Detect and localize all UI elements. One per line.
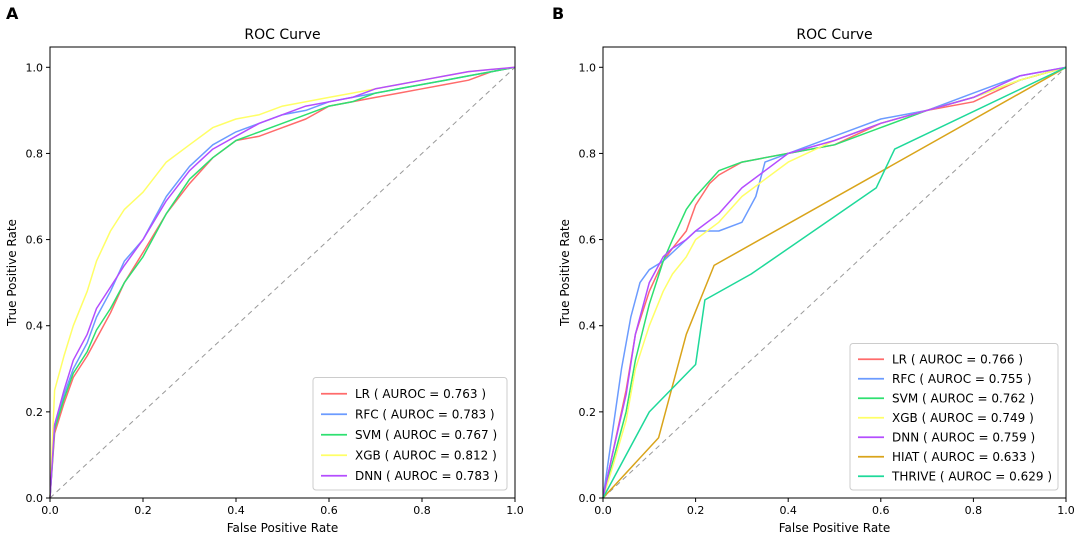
chance-diagonal-line xyxy=(602,66,1067,499)
x-axis-label: False Positive Rate xyxy=(227,521,339,535)
y-tick-label: 0.8 xyxy=(26,147,44,160)
legend-label-hiat: HIAT ( AUROC = 0.633 ) xyxy=(892,450,1035,464)
chart-title: ROC Curve xyxy=(244,27,320,43)
roc-panel-b: ROC Curve 0.0 0.2 0.4 0.6 0.8 1.0 0.0 0.2 0.4 0.6 0… xyxy=(558,27,1075,535)
roc-panel-a: ROC Curve 0.0 0.2 0.4 0.6 0.8 1.0 0.0 0.2 0.4 0.6 0… xyxy=(5,27,524,535)
y-tick-label: 0.4 xyxy=(26,320,44,333)
y-tick-label: 0.4 xyxy=(579,320,597,333)
y-tick-label: 0.0 xyxy=(579,492,597,505)
plot-frame xyxy=(602,46,1067,499)
x-tick-label: 1.0 xyxy=(1057,504,1075,517)
legend-label-lr: LR ( AUROC = 0.766 ) xyxy=(892,352,1023,366)
x-tick-label: 0.6 xyxy=(320,504,338,517)
series-line-rfc xyxy=(602,66,1067,499)
series-line-svm xyxy=(49,66,516,499)
y-tick-label: 0.8 xyxy=(579,147,597,160)
y-tick-label: 1.0 xyxy=(26,61,44,74)
legend-label-svm: SVM ( AUROC = 0.762 ) xyxy=(892,391,1034,405)
y-tick-label: 1.0 xyxy=(579,61,597,74)
y-tick-label: 0.2 xyxy=(26,406,44,419)
panel-a-letter: A xyxy=(6,4,19,23)
series-line-dnn xyxy=(49,66,516,499)
legend-label-xgb: XGB ( AUROC = 0.749 ) xyxy=(892,411,1034,425)
y-axis-label: True Positive Rate xyxy=(558,219,572,327)
x-tick-label: 0.2 xyxy=(687,504,705,517)
legend-label-dnn: DNN ( AUROC = 0.759 ) xyxy=(892,430,1035,444)
x-tick-label: 0.8 xyxy=(413,504,431,517)
legend-box xyxy=(849,343,1059,491)
x-tick-label: 0.4 xyxy=(779,504,797,517)
series-line-thrive xyxy=(602,66,1067,499)
x-tick-label: 0.8 xyxy=(965,504,983,517)
y-tick-label: 0.6 xyxy=(579,234,597,247)
plot-frame xyxy=(49,46,516,499)
x-tick-label: 0.6 xyxy=(872,504,890,517)
series-line-dnn xyxy=(602,66,1067,499)
chance-diagonal-line xyxy=(49,66,516,499)
y-tick-label: 0.6 xyxy=(26,234,44,247)
x-axis-label: False Positive Rate xyxy=(779,521,891,535)
legend-label-lr: LR ( AUROC = 0.763 ) xyxy=(355,387,486,401)
legend-label-dnn: DNN ( AUROC = 0.783 ) xyxy=(355,469,498,483)
legend-label-xgb: XGB ( AUROC = 0.812 ) xyxy=(355,448,497,462)
panel-b-letter: B xyxy=(552,4,564,23)
legend-label-thrive: THRIVE ( AUROC = 0.629 ) xyxy=(891,469,1052,483)
chart-title: ROC Curve xyxy=(796,27,872,43)
x-tick-label: 0.2 xyxy=(134,504,152,517)
x-tick-label: 0.4 xyxy=(227,504,245,517)
x-tick-label: 1.0 xyxy=(506,504,524,517)
series-line-hiat xyxy=(602,66,1067,499)
x-tick-label: 0.0 xyxy=(594,504,612,517)
x-tick-label: 0.0 xyxy=(41,504,59,517)
legend-label-rfc: RFC ( AUROC = 0.783 ) xyxy=(355,407,495,421)
y-tick-label: 0.2 xyxy=(579,406,597,419)
y-axis-label: True Positive Rate xyxy=(5,219,19,327)
legend-box xyxy=(312,377,508,491)
y-tick-label: 0.0 xyxy=(26,492,44,505)
legend-label-rfc: RFC ( AUROC = 0.755 ) xyxy=(892,372,1032,386)
legend-label-svm: SVM ( AUROC = 0.767 ) xyxy=(355,428,497,442)
